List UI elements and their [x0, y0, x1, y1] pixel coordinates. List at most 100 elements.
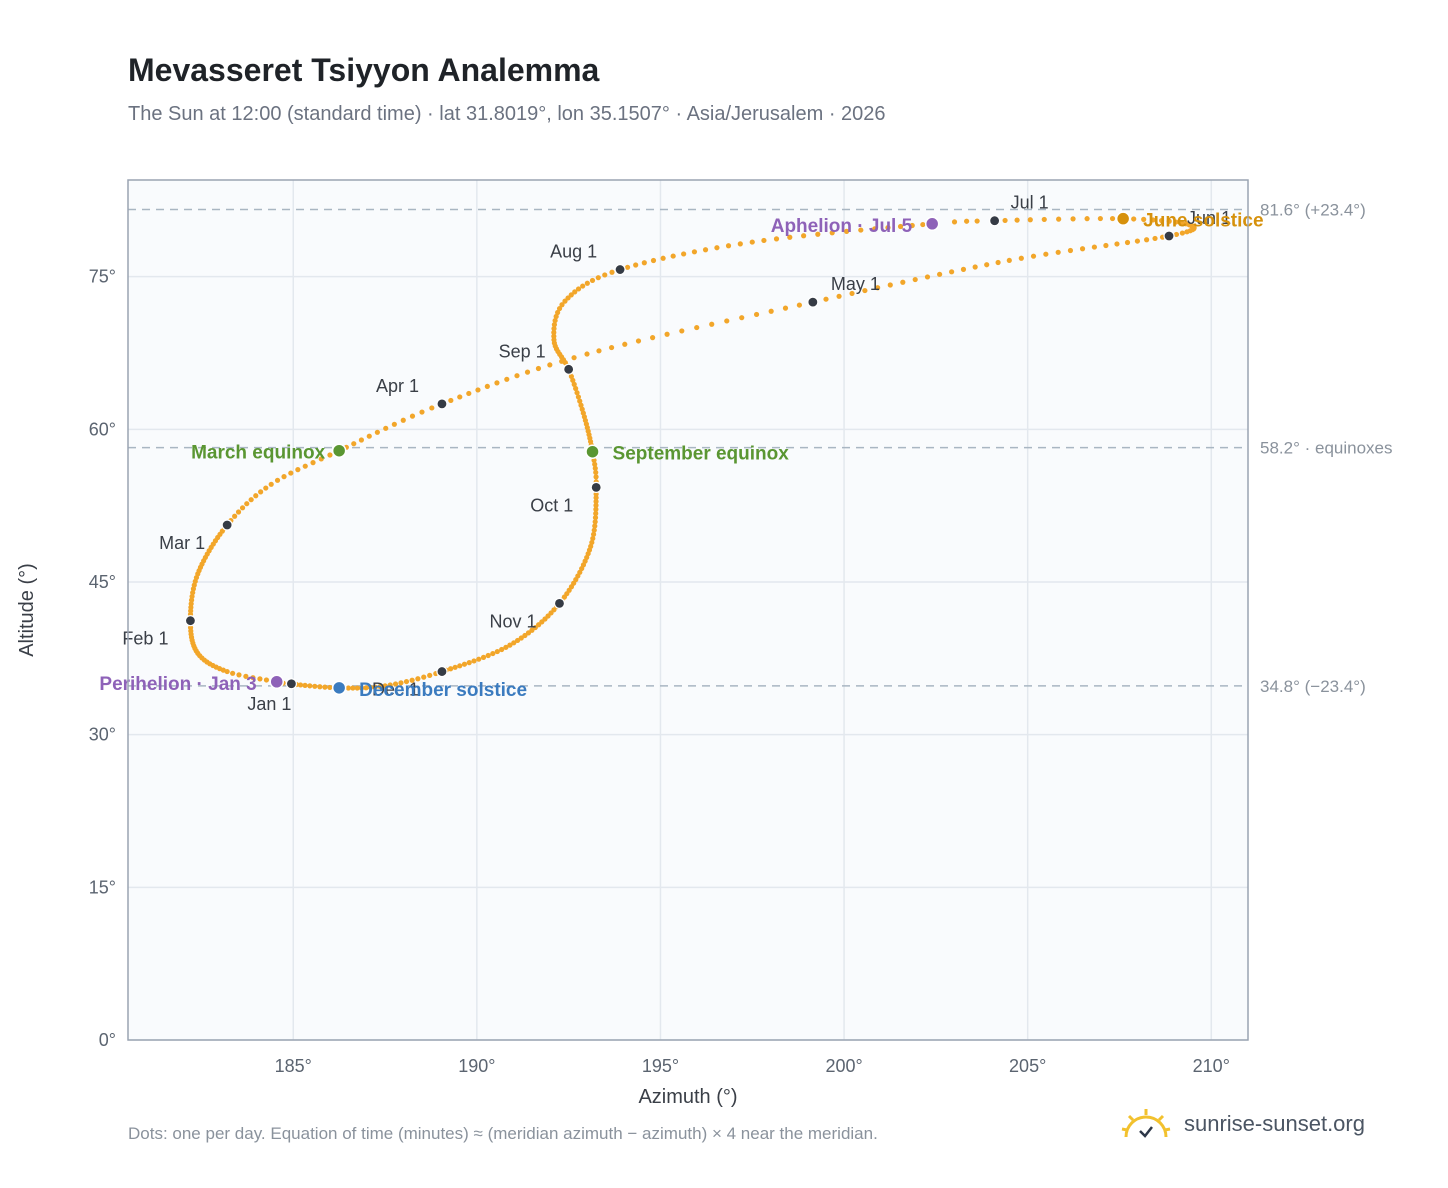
day-dot: [1158, 217, 1165, 224]
day-dot: [1144, 237, 1150, 243]
day-dot: [490, 650, 496, 657]
day-dot: [268, 481, 274, 487]
day-dot: [815, 231, 821, 237]
day-dot: [773, 236, 780, 242]
day-dot: [1166, 218, 1172, 224]
day-dot: [885, 225, 891, 231]
x-tick-label: 205°: [1009, 1056, 1046, 1076]
day-dot: [302, 463, 308, 469]
y-tick-label: 0°: [99, 1030, 116, 1050]
day-dot: [494, 648, 500, 655]
month-dot: [563, 363, 575, 375]
day-dot: [367, 684, 374, 691]
day-dot: [949, 269, 955, 275]
day-dot: [383, 425, 389, 431]
day-dot: [366, 433, 372, 439]
day-dot: [572, 289, 578, 295]
event-label: December solstice: [359, 680, 527, 701]
day-dot: [359, 685, 365, 691]
day-dot: [480, 654, 487, 660]
month-dot: [221, 519, 233, 531]
day-dot: [1056, 216, 1062, 222]
day-dot: [872, 226, 878, 232]
day-dot: [350, 685, 356, 691]
day-dot: [608, 344, 615, 351]
day-dot: [415, 676, 421, 682]
day-dot: [960, 266, 967, 272]
day-dot: [593, 510, 599, 517]
event-dot: [331, 443, 347, 458]
day-dot: [1055, 249, 1061, 255]
day-dot: [421, 674, 427, 680]
day-dot: [823, 296, 829, 302]
day-dot: [302, 682, 308, 688]
day-dot: [589, 277, 596, 284]
day-dot: [702, 247, 709, 253]
day-dot: [553, 313, 559, 320]
day-dot: [836, 293, 842, 299]
day-dot: [679, 328, 685, 334]
month-dot: [184, 615, 197, 627]
footnote: Dots: one per day. Equation of time (min…: [128, 1124, 878, 1143]
day-dot: [1014, 217, 1020, 223]
day-dot: [322, 684, 328, 690]
day-dot: [235, 509, 242, 515]
day-dot: [681, 251, 687, 257]
day-dot: [518, 635, 524, 641]
day-dot: [1178, 220, 1185, 226]
y-tick-label: 45°: [89, 572, 116, 592]
month-label: Apr 1: [376, 376, 419, 396]
day-dot: [1134, 238, 1141, 244]
day-dot: [593, 495, 599, 501]
day-dot: [694, 324, 700, 331]
day-dot: [862, 287, 868, 294]
day-dot: [1002, 217, 1008, 224]
day-dot: [641, 260, 647, 266]
day-dot: [243, 673, 249, 679]
day-dot: [575, 394, 582, 400]
month-markers: Jan 1 Feb 1 Mar 1 Apr 1 May 1 Jun 1 Jul 1 Aug 1…: [122, 193, 1231, 714]
day-dot: [317, 684, 323, 690]
day-dot: [354, 685, 360, 691]
day-dot: [578, 402, 584, 408]
event-label: March equinox: [191, 443, 326, 464]
brand-logo[interactable]: sunrise-sunset.org: [1120, 1100, 1365, 1148]
plot-area: [128, 180, 1248, 1040]
day-dot: [591, 527, 597, 533]
day-dot: [398, 680, 404, 686]
day-dot: [570, 377, 576, 383]
month-label: Oct 1: [530, 495, 573, 515]
day-dot: [951, 219, 958, 225]
day-dot: [400, 417, 406, 423]
day-dot: [327, 452, 333, 458]
day-dot: [1141, 216, 1147, 222]
y-tick-label: 60°: [89, 419, 116, 439]
day-dot: [753, 311, 760, 318]
day-dot: [664, 331, 670, 337]
day-dot: [749, 239, 755, 245]
x-tick-label: 185°: [275, 1056, 312, 1076]
day-dot: [589, 539, 595, 546]
day-dot: [351, 441, 357, 447]
day-dot: [574, 390, 580, 396]
day-dot: [327, 684, 333, 691]
day-dot: [1079, 246, 1086, 252]
day-dot: [522, 632, 528, 639]
day-dot: [591, 457, 597, 463]
day-dot: [995, 259, 1001, 266]
day-dot: [573, 385, 579, 392]
day-dot: [1103, 242, 1109, 249]
event-dot: [269, 674, 284, 690]
day-dot: [363, 685, 369, 691]
day-dot: [1150, 217, 1156, 223]
day-dot: [387, 682, 393, 688]
x-tick-label: 210°: [1193, 1056, 1230, 1076]
day-dot: [590, 535, 596, 542]
day-dot: [633, 262, 639, 268]
day-dot: [984, 262, 990, 268]
month-label: Jul 1: [1011, 193, 1049, 213]
day-dot: [635, 338, 642, 344]
month-label: Jun 1: [1187, 208, 1231, 228]
day-dot: [761, 237, 767, 244]
